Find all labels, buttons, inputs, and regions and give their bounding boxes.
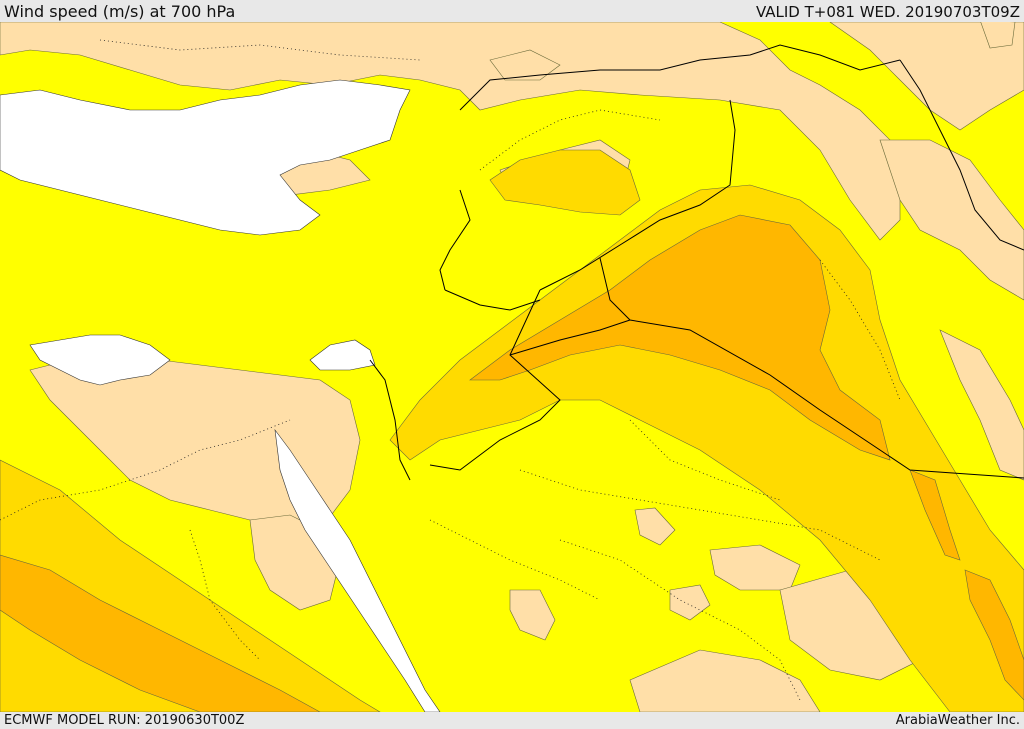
brand-label: ArabiaWeather Inc. (895, 713, 1020, 728)
wind-band-15-20 (0, 214, 1024, 712)
country-borders (369, 44, 1024, 481)
header-bar (0, 0, 1024, 22)
province-boundaries (0, 39, 901, 701)
sea-areas (0, 79, 441, 712)
wind-speed-map (0, 22, 1024, 712)
footer-bar (0, 712, 1024, 729)
model-run-label: ECMWF MODEL RUN: 20190630T00Z (4, 713, 245, 728)
valid-time: VALID T+081 WED. 20190703T09Z (755, 3, 1020, 21)
map-title: Wind speed (m/s) at 700 hPa (4, 2, 236, 21)
